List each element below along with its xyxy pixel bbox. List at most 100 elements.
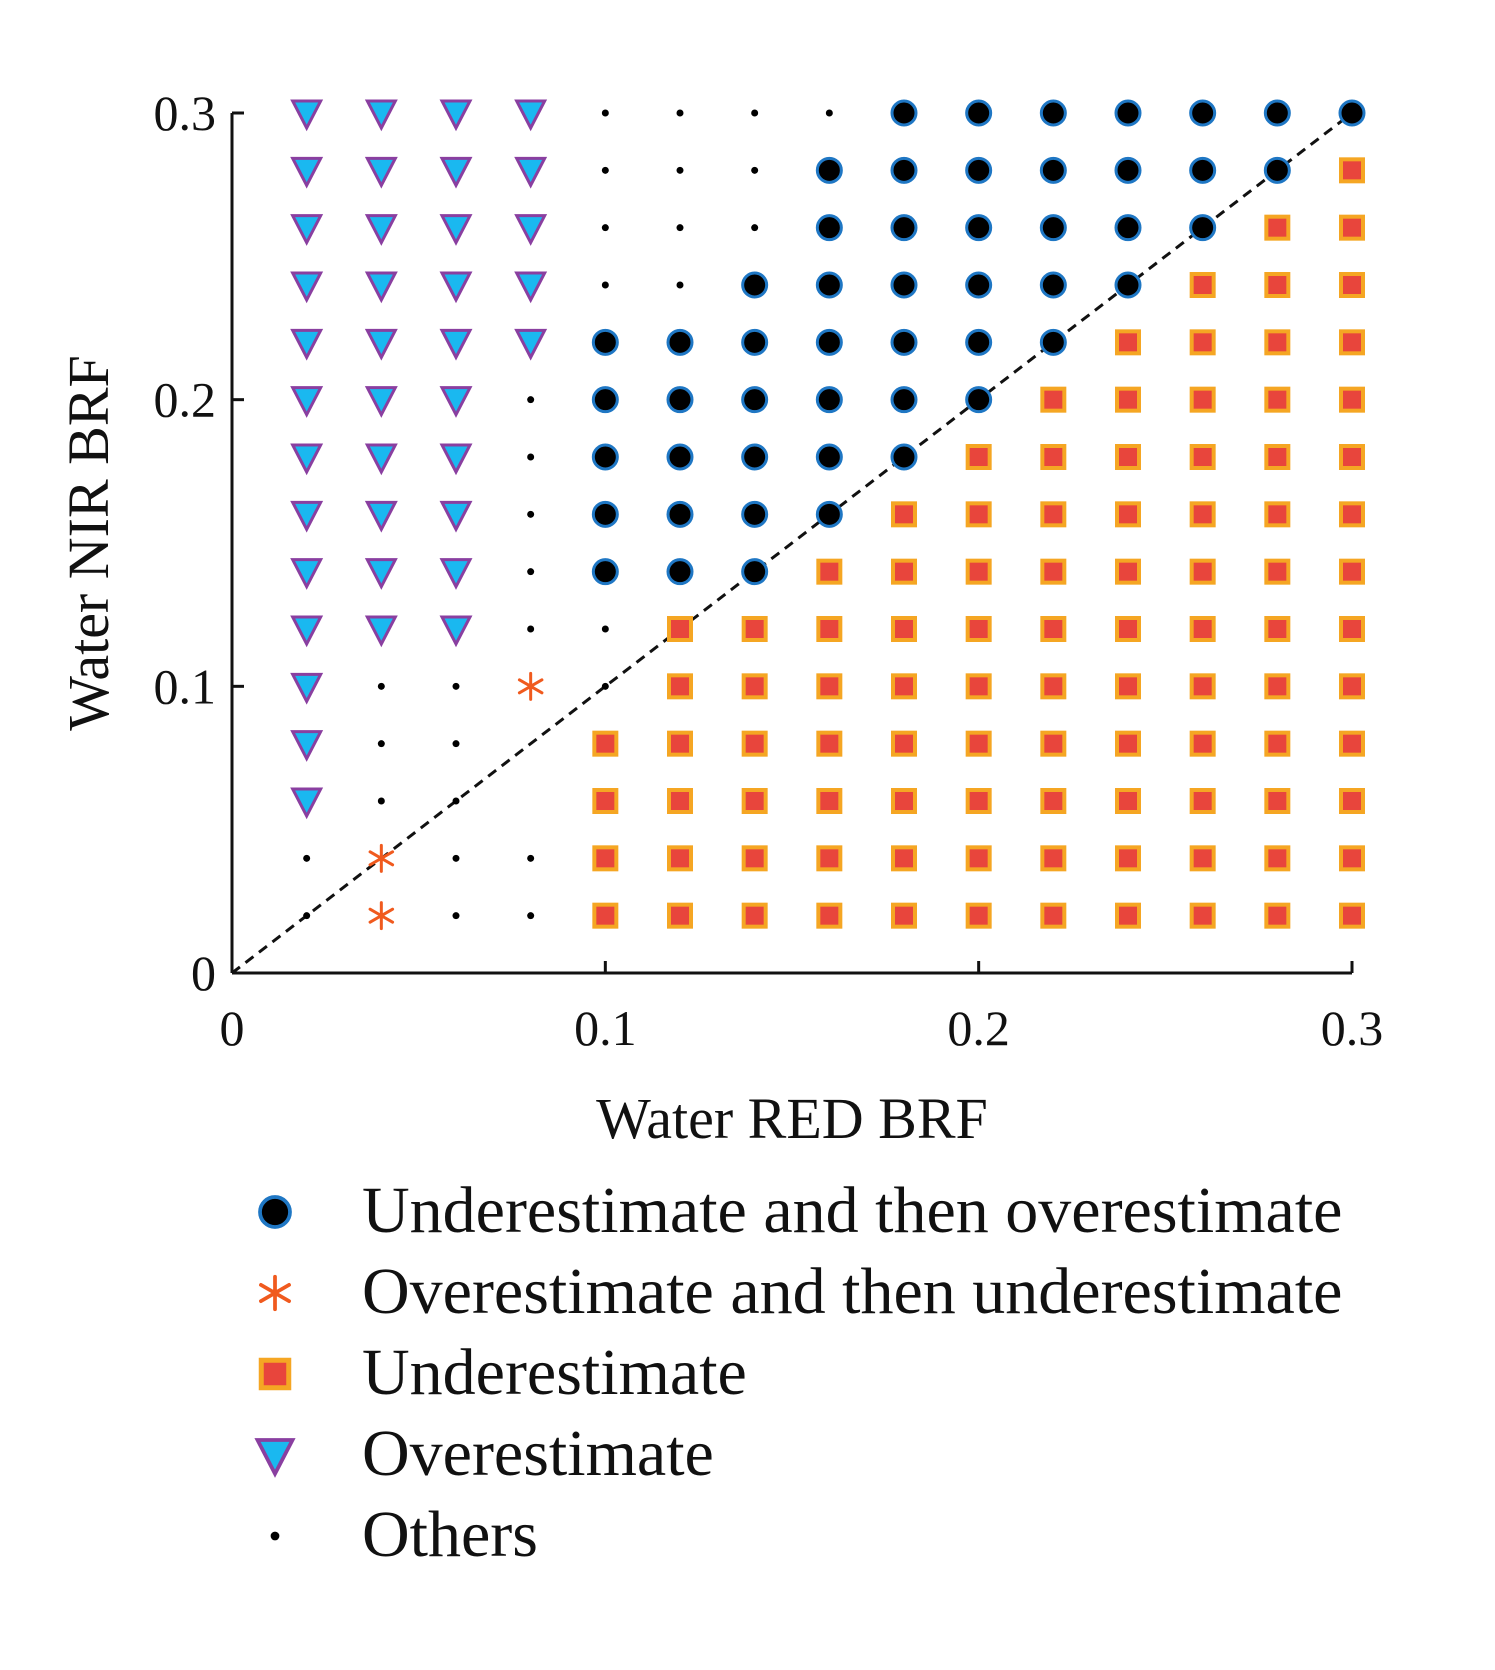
- underestimate-point: [1115, 558, 1141, 585]
- overestimate-point: [514, 156, 548, 189]
- overestimate-point: [514, 214, 548, 246]
- underestimate-then-overestimate-point: [965, 214, 993, 242]
- underestimate-point: [1189, 558, 1216, 585]
- underestimate-then-overestimate-point: [965, 99, 993, 127]
- underestimate-point: [1189, 845, 1216, 872]
- overestimate-point: [290, 386, 324, 418]
- identity-reference-line: [231, 111, 1353, 975]
- underestimate-point: [1189, 386, 1216, 413]
- underestimate-point: [1339, 558, 1365, 585]
- overestimate-point: [439, 386, 473, 418]
- overestimate-point: [364, 214, 398, 246]
- underestimate-point: [1040, 501, 1067, 528]
- underestimate-point: [1040, 673, 1067, 700]
- underestimate-point: [667, 616, 693, 642]
- underestimate-point: [891, 673, 917, 700]
- underestimate-point: [741, 902, 768, 929]
- overestimate-point: [290, 500, 324, 533]
- underestimate-point: [1339, 673, 1365, 700]
- overestimate-then-underestimate-point: [368, 843, 395, 873]
- others-point: [452, 682, 460, 690]
- underestimate-then-overestimate-point: [815, 443, 843, 471]
- underestimate-point: [1040, 616, 1067, 642]
- underestimate-point: [1115, 730, 1141, 757]
- series-dot: [303, 109, 833, 920]
- x-tick-label: 0: [220, 1000, 245, 1056]
- overestimate-point: [290, 214, 324, 246]
- underestimate-then-overestimate-point: [591, 558, 619, 586]
- series-circle: [591, 99, 1366, 586]
- overestimate-point: [364, 156, 398, 189]
- others-point: [601, 166, 609, 174]
- others-point: [601, 625, 609, 633]
- underestimate-point: [816, 616, 843, 642]
- underestimate-point: [891, 616, 917, 642]
- others-point: [527, 912, 535, 920]
- underestimate-point: [891, 902, 917, 929]
- underestimate-then-overestimate-point: [741, 558, 769, 586]
- legend-item: Underestimate and then overestimate: [258, 1174, 1342, 1247]
- series-asterisk: [368, 671, 544, 931]
- overestimate-point: [514, 328, 548, 361]
- underestimate-point: [1115, 386, 1141, 413]
- legend-label: Overestimate: [362, 1417, 714, 1490]
- underestimate-point: [741, 845, 768, 872]
- underestimate-point: [1040, 730, 1067, 757]
- underestimate-point: [816, 902, 843, 929]
- underestimate-then-overestimate-point: [1114, 214, 1142, 242]
- underestimate-point: [1264, 329, 1291, 356]
- underestimate-then-overestimate-point: [890, 328, 918, 356]
- y-tick-label: 0.1: [154, 658, 217, 714]
- underestimate-then-overestimate-point: [1039, 156, 1067, 184]
- underestimate-point: [592, 845, 619, 872]
- underestimate-point: [1264, 501, 1291, 528]
- overestimate-point: [290, 730, 324, 762]
- overestimate-point: [364, 500, 398, 533]
- underestimate-point: [592, 788, 619, 814]
- others-point: [676, 281, 684, 289]
- underestimate-point: [816, 845, 843, 872]
- underestimate-point: [1264, 845, 1291, 872]
- x-axis-ticks: 0 0.1 0.2 0.3: [220, 961, 1384, 1056]
- overestimate-point: [439, 615, 473, 648]
- underestimate-then-overestimate-point: [1189, 214, 1217, 242]
- underestimate-then-overestimate-point: [666, 328, 694, 356]
- underestimate-point: [1115, 845, 1141, 872]
- overestimate-point: [290, 672, 324, 705]
- others-point: [452, 797, 460, 805]
- underestimate-then-overestimate-point: [815, 214, 843, 242]
- underestimate-point: [1040, 845, 1067, 872]
- overestimate-point: [439, 328, 473, 361]
- underestimate-point: [965, 673, 992, 700]
- others-point: [676, 109, 684, 117]
- underestimate-point: [816, 558, 843, 585]
- overestimate-point: [364, 615, 398, 648]
- underestimate-then-overestimate-point: [890, 386, 918, 414]
- underestimate-then-overestimate-point: [1263, 156, 1291, 184]
- others-point: [751, 224, 759, 232]
- underestimate-point: [667, 902, 693, 929]
- underestimate-point: [1189, 329, 1216, 356]
- overestimate-point: [439, 156, 473, 189]
- underestimate-point: [667, 673, 693, 700]
- underestimate-point: [816, 673, 843, 700]
- overestimate-point: [364, 271, 398, 304]
- underestimate-point: [1264, 616, 1291, 642]
- underestimate-point: [741, 616, 768, 642]
- underestimate-then-overestimate-point: [1114, 156, 1142, 184]
- overestimate-point: [439, 443, 473, 476]
- underestimate-point: [1339, 616, 1365, 642]
- x-tick-label: 0.3: [1321, 1000, 1384, 1056]
- underestimate-point: [1264, 558, 1291, 585]
- others-point: [601, 109, 609, 117]
- underestimate-point: [891, 501, 917, 528]
- underestimate-point: [1189, 730, 1216, 757]
- underestimate-point: [1339, 157, 1365, 184]
- underestimate-then-overestimate-point: [815, 328, 843, 356]
- underestimate-point: [1189, 616, 1216, 642]
- underestimate-point: [1264, 673, 1291, 700]
- underestimate-point: [1264, 902, 1291, 929]
- underestimate-then-overestimate-point: [1039, 99, 1067, 127]
- underestimate-point: [1115, 902, 1141, 929]
